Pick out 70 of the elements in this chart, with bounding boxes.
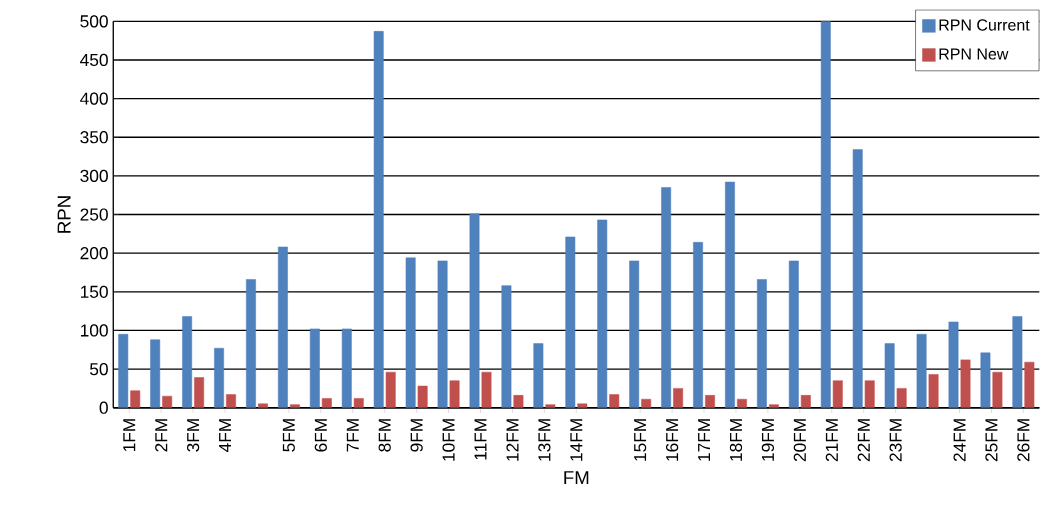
y-tick-label: 150 <box>80 285 108 299</box>
x-tick-label: 13FM <box>538 419 551 461</box>
x-tick-label: 21FM <box>825 419 838 462</box>
x-tick-label: 26FM <box>1017 419 1030 462</box>
bar <box>118 334 129 408</box>
y-tick-label: 350 <box>80 131 108 144</box>
x-tick-label: 15FM <box>634 419 647 461</box>
bar <box>756 279 767 408</box>
bar <box>373 31 384 408</box>
bar <box>629 260 640 408</box>
x-tick-label: 23FM <box>889 419 902 462</box>
x-tick-label: 24FM <box>953 419 966 462</box>
y-tick-label: 0 <box>99 401 108 415</box>
bar <box>309 328 320 408</box>
bar <box>980 352 991 408</box>
bar <box>948 321 959 408</box>
x-tick-label: 20FM <box>793 419 806 462</box>
x-tick-label: 6FM <box>314 419 327 452</box>
x-tick-label: 17FM <box>698 419 710 461</box>
y-tick-label: 500 <box>80 15 108 28</box>
bar <box>820 21 831 408</box>
x-tick-label: 5FM <box>282 419 295 452</box>
x-tick-label: 25FM <box>985 419 998 462</box>
bar <box>277 246 288 408</box>
bar <box>405 257 416 408</box>
y-tick-label: 250 <box>80 208 108 221</box>
x-tick-label: 18FM <box>729 419 743 461</box>
bar <box>469 213 480 408</box>
bar <box>693 242 703 408</box>
bar <box>533 343 544 408</box>
y-axis-title: RPN <box>57 196 71 233</box>
bar <box>725 181 735 408</box>
x-tick-label: 19FM <box>761 419 775 461</box>
y-tick-label: 450 <box>80 54 108 67</box>
x-tick-label: 4FM <box>219 419 231 453</box>
bar <box>246 279 256 408</box>
y-tick-label: 50 <box>89 363 108 376</box>
bar <box>597 219 608 408</box>
x-tick-label: 12FM <box>506 419 519 461</box>
x-tick-label: 11FM <box>474 419 487 460</box>
x-tick-label: 8FM <box>378 419 391 452</box>
bar <box>884 343 895 408</box>
x-tick-label: 2FM <box>155 419 168 452</box>
bar <box>788 260 799 408</box>
x-tick-label: 16FM <box>665 419 679 461</box>
y-tick-label: 400 <box>80 92 108 105</box>
bar <box>565 236 576 408</box>
legend-label: RPN New <box>939 48 1009 60</box>
legend-label: RPN Current <box>939 19 1030 31</box>
bar <box>1012 316 1023 408</box>
bar <box>916 334 927 408</box>
x-tick-label: 1FM <box>123 419 136 452</box>
x-axis-title: FM <box>564 471 589 485</box>
y-tick-label: 100 <box>80 324 108 337</box>
x-tick-label: 3FM <box>186 419 200 452</box>
bar <box>341 328 352 408</box>
x-tick-label: 7FM <box>346 419 359 452</box>
x-tick-label: 9FM <box>410 419 423 452</box>
bar <box>182 316 193 408</box>
bar <box>852 149 863 408</box>
y-tick-label: 200 <box>80 247 108 260</box>
bar <box>214 348 224 408</box>
x-tick-label: 14FM <box>570 419 583 461</box>
bar <box>150 339 161 408</box>
y-tick-label: 300 <box>80 169 108 183</box>
bar <box>501 285 512 408</box>
bar <box>437 260 448 408</box>
x-tick-label: 22FM <box>857 419 870 462</box>
bar <box>661 187 672 408</box>
x-tick-label: 10FM <box>442 419 455 461</box>
